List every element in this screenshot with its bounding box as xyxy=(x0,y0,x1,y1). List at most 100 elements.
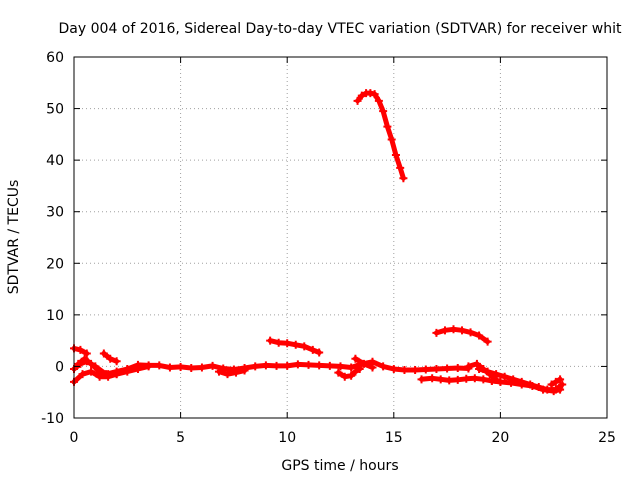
data-point xyxy=(104,370,113,379)
data-point xyxy=(507,378,516,387)
data-point xyxy=(347,371,356,380)
data-point xyxy=(387,135,396,144)
series-arc-12 xyxy=(432,325,492,346)
data-point xyxy=(539,385,548,394)
data-point xyxy=(187,363,196,372)
data-point xyxy=(165,363,174,372)
data-point xyxy=(87,367,96,376)
data-point xyxy=(556,375,565,384)
data-point xyxy=(232,368,241,377)
data-point xyxy=(389,365,398,374)
data-point xyxy=(261,361,270,370)
data-point xyxy=(293,360,302,369)
y-tick-label: 30 xyxy=(46,205,64,221)
data-point xyxy=(355,365,364,374)
data-point xyxy=(399,174,408,183)
data-point xyxy=(272,361,281,370)
y-axis-label: SDTVAR / TECUs xyxy=(6,180,22,295)
data-point xyxy=(76,345,85,354)
y-tick-label: 10 xyxy=(46,308,64,324)
data-point xyxy=(78,370,87,379)
data-point xyxy=(492,370,501,379)
data-point xyxy=(315,361,324,370)
data-point xyxy=(283,339,292,348)
y-tick-label: 20 xyxy=(46,256,64,272)
data-point xyxy=(112,370,121,379)
series-arc-5 xyxy=(99,349,121,366)
data-point xyxy=(334,368,343,377)
data-point xyxy=(266,336,275,345)
data-point xyxy=(274,338,283,347)
data-point xyxy=(549,387,558,396)
data-point xyxy=(300,342,309,351)
data-point xyxy=(87,359,96,368)
y-tick-label: 50 xyxy=(46,102,64,118)
data-point xyxy=(449,325,458,334)
plot-frame xyxy=(73,56,608,419)
data-point xyxy=(458,326,467,335)
data-point xyxy=(432,328,441,337)
data-point xyxy=(351,367,360,376)
data-point xyxy=(483,367,492,376)
data-point xyxy=(214,367,223,376)
data-point xyxy=(547,380,556,389)
series-arc-8 xyxy=(334,365,364,381)
data-point xyxy=(466,328,475,337)
data-point xyxy=(487,376,496,385)
data-point xyxy=(240,366,249,375)
series-trace xyxy=(355,90,406,181)
series-arc-4 xyxy=(74,354,121,379)
data-point xyxy=(470,374,479,383)
data-point xyxy=(479,375,488,384)
data-point xyxy=(453,363,462,372)
data-point xyxy=(251,362,260,371)
x-axis-label: GPS time / hours xyxy=(281,458,398,474)
data-point xyxy=(472,359,481,368)
series-arc-10 xyxy=(353,89,408,183)
data-point xyxy=(370,90,379,99)
data-point xyxy=(379,107,388,116)
y-tick-label: -10 xyxy=(41,411,64,427)
data-point xyxy=(99,349,108,358)
data-point xyxy=(315,348,324,357)
data-point xyxy=(283,361,292,370)
data-point xyxy=(374,96,383,105)
series-arc-9 xyxy=(351,354,377,372)
x-tick-label: 10 xyxy=(278,430,296,446)
data-point xyxy=(500,372,509,381)
data-point xyxy=(411,366,420,375)
data-point xyxy=(475,331,484,340)
data-point xyxy=(368,363,377,372)
data-point xyxy=(483,337,492,346)
data-point xyxy=(144,362,153,371)
data-point xyxy=(462,374,471,383)
data-point xyxy=(351,354,360,363)
series-arc-16 xyxy=(547,375,565,389)
data-point xyxy=(464,362,473,371)
data-point xyxy=(133,365,142,374)
series-trace xyxy=(216,368,248,377)
data-point xyxy=(123,367,132,376)
data-point xyxy=(325,361,334,370)
x-tick-label: 5 xyxy=(176,430,185,446)
data-point xyxy=(391,150,400,159)
data-point xyxy=(336,362,345,371)
data-point xyxy=(340,372,349,381)
axes: 0 5 10 15 20 25 -10 0 10 20 30 40 50 60 xyxy=(41,50,616,446)
data-point xyxy=(445,376,454,385)
x-tick-label: 0 xyxy=(70,430,79,446)
data-point xyxy=(106,354,115,363)
data-point xyxy=(82,349,91,358)
data-point xyxy=(366,89,375,98)
series-arc-1 xyxy=(70,357,473,379)
y-tick-label: 40 xyxy=(46,153,64,169)
data-point xyxy=(428,374,437,383)
data-point xyxy=(155,361,164,370)
data-point xyxy=(436,375,445,384)
data-point xyxy=(197,363,206,372)
series-arc-15 xyxy=(487,376,565,396)
data-point xyxy=(440,326,449,335)
data-point xyxy=(453,375,462,384)
data-point xyxy=(383,122,392,131)
chart-title: Day 004 of 2016, Sidereal Day-to-day VTE… xyxy=(59,21,622,37)
